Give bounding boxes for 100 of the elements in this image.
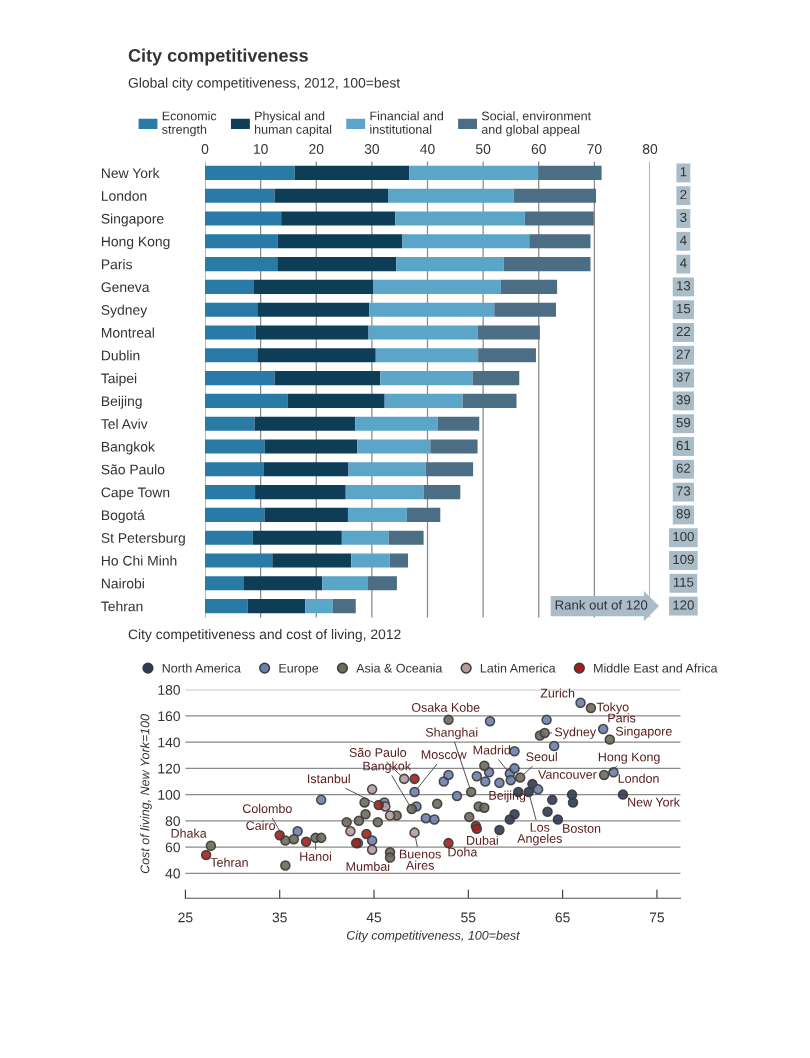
text: 62	[676, 463, 691, 473]
y-tick-label: Cape Town	[101, 487, 170, 501]
y-tick-label: 160	[158, 711, 180, 722]
annotation: Boston	[563, 824, 601, 833]
text: 109	[673, 554, 694, 565]
y-tick-label: Bogotá	[101, 509, 145, 523]
annotation: Buenos Aires	[399, 849, 441, 870]
y-tick-label: Montreal	[101, 327, 154, 338]
annotation: Bangkok	[363, 761, 412, 773]
y-tick-label: Nairobi	[101, 578, 144, 589]
text: 120	[673, 600, 694, 610]
y-tick-label: Hong Kong	[101, 236, 170, 250]
annotation: Mumbai	[346, 861, 390, 871]
annotation: New York	[628, 797, 680, 807]
annotation: Madrid	[473, 745, 511, 755]
y-tick-label: 40	[165, 868, 180, 879]
y-tick-label: 100	[158, 789, 180, 800]
y-tick-label: Paris	[101, 259, 132, 270]
legend-label: Financial and institutional	[370, 111, 444, 134]
x-tick-label: 20	[309, 144, 324, 154]
annotation: Moscow	[421, 750, 467, 759]
text: 15	[677, 304, 691, 314]
text: 39	[676, 395, 691, 405]
y-tick-label: São Paulo	[101, 464, 165, 475]
annotation: Rank out of 120	[555, 599, 648, 610]
y-tick-label: Geneva	[101, 282, 150, 293]
x-tick-label: 50	[475, 144, 491, 154]
annotation: Cairo	[246, 820, 276, 831]
annotation: Beijing	[489, 790, 526, 803]
legend-label: Economic strength	[162, 111, 217, 137]
x-tick-label: 80	[642, 144, 658, 154]
annotation: São Paulo	[349, 747, 407, 757]
text: 89	[676, 509, 691, 519]
annotation: Shanghai	[425, 727, 478, 740]
text: 4	[680, 235, 687, 245]
legend-label: Physical and human capital	[255, 111, 332, 137]
text: 59	[676, 417, 691, 428]
text: 1	[680, 167, 687, 177]
annotation: Paris	[608, 713, 636, 723]
y-tick-label: Tel Aviv	[101, 418, 148, 429]
x-tick-label: 30	[364, 144, 380, 154]
x-tick-label: 35	[272, 912, 287, 923]
y-tick-label: Beijing	[101, 395, 142, 409]
text: 61	[676, 440, 691, 451]
annotation: Tokyo	[596, 702, 629, 714]
y-tick-label: Singapore	[101, 213, 164, 227]
annotation: Vancouver	[538, 770, 597, 779]
annotation: Colombo	[242, 803, 292, 814]
y-axis-title: Cost of living, New York=100	[140, 714, 152, 874]
y-tick-label: St Petersburg	[101, 532, 185, 546]
text: 3	[680, 212, 687, 223]
x-tick-label: 60	[531, 144, 546, 154]
y-tick-label: 80	[165, 816, 180, 826]
y-tick-label: 120	[158, 763, 180, 774]
annotation: Dubai	[467, 835, 498, 845]
x-tick-label: 40	[420, 144, 435, 154]
text: 2	[680, 189, 687, 200]
x-tick-label: 0	[201, 144, 209, 154]
annotation: Istanbul	[307, 774, 350, 784]
annotation: Dhaka	[171, 828, 207, 838]
annotation: Seoul	[526, 752, 557, 762]
y-tick-label: 140	[158, 737, 180, 748]
legend-label: Middle East and Africa	[594, 663, 718, 673]
y-tick-label: Tehran	[101, 601, 143, 612]
y-tick-label: 60	[165, 842, 180, 853]
y-tick-label: Sydney	[101, 304, 148, 318]
chart-subtitle: Global city competitiveness, 2012, 100=best	[128, 77, 401, 91]
annotation: Doha	[448, 847, 478, 857]
text: 4	[680, 258, 687, 268]
chart-title: City competitiveness and cost of living, 2012	[128, 629, 401, 642]
y-tick-label: Taipei	[101, 373, 137, 387]
x-tick-label: 25	[178, 912, 193, 923]
legend-label: Europe	[279, 663, 319, 676]
text: 22	[676, 326, 691, 336]
x-axis-title: City competitiveness, 100=best	[346, 930, 521, 943]
x-tick-label: 10	[253, 144, 268, 154]
annotation: Hanoi	[300, 851, 332, 861]
x-tick-label: 45	[366, 912, 382, 923]
y-tick-label: London	[101, 190, 147, 201]
annotation: Sydney	[554, 727, 597, 739]
legend-label: Asia & Oceania	[356, 663, 443, 673]
text: 100	[673, 531, 694, 542]
annotation: Los Angeles	[517, 823, 562, 846]
x-tick-label: 70	[587, 144, 602, 154]
y-tick-label: New York	[101, 167, 160, 179]
text: 73	[676, 486, 691, 496]
annotation: Osaka Kobe	[411, 702, 480, 712]
x-tick-label: 55	[461, 912, 476, 923]
text: 115	[673, 577, 694, 587]
x-tick-label: 65	[555, 912, 570, 923]
y-tick-label: Bangkok	[101, 441, 155, 455]
annotation: Zurich	[540, 688, 575, 698]
annotation: Singapore	[615, 726, 672, 739]
legend-label: North America	[162, 663, 241, 673]
y-tick-label: 180	[158, 685, 180, 695]
chart-title: City competitiveness	[128, 48, 308, 66]
annotation: London	[618, 773, 659, 783]
annotation: Tehran	[210, 857, 248, 867]
legend-label: Social, environment and global appeal	[481, 111, 591, 137]
text: 37	[676, 372, 691, 382]
